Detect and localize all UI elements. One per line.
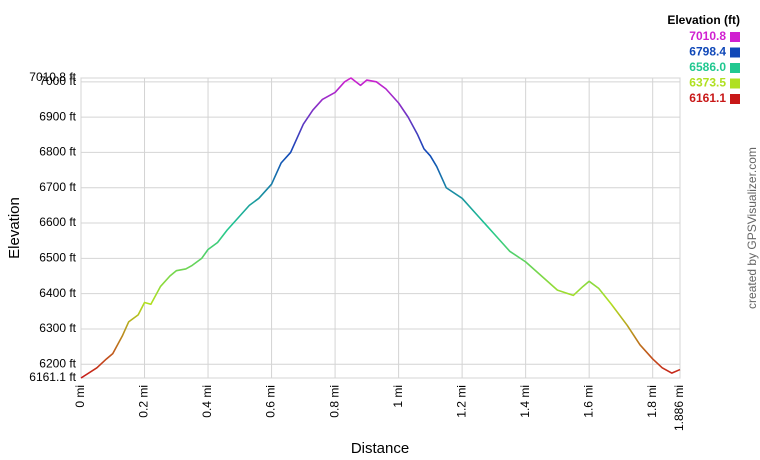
x-tick-label: 1.8 mi xyxy=(645,385,659,418)
x-tick-label: 0.2 mi xyxy=(137,385,151,418)
x-tick-label: 1.6 mi xyxy=(581,385,595,418)
y-tick-label: 6200 ft xyxy=(39,356,76,370)
legend-label: 7010.8 xyxy=(689,29,726,43)
y-tick-label: 6300 ft xyxy=(39,321,76,335)
y-tick-label: 7010.8 ft xyxy=(29,70,76,84)
y-tick-label: 6800 ft xyxy=(39,145,76,159)
elevation-line xyxy=(80,77,681,379)
y-tick-label: 6161.1 ft xyxy=(29,370,76,384)
y-tick-label: 7000 ft xyxy=(39,74,76,88)
y-tick-label: 6500 ft xyxy=(39,251,76,265)
x-tick-label: 1.4 mi xyxy=(518,385,532,418)
x-tick-label: 1.2 mi xyxy=(454,385,468,418)
x-tick-label: 0.8 mi xyxy=(327,385,341,418)
x-tick-label: 0.4 mi xyxy=(200,385,214,418)
legend-label: 6161.1 xyxy=(689,91,726,105)
legend-label: 6373.5 xyxy=(689,76,726,90)
legend-label: 6586.0 xyxy=(689,60,726,74)
x-tick-label: 0.6 mi xyxy=(264,385,278,418)
legend-swatch xyxy=(730,47,740,58)
x-tick-label: 1.886 mi xyxy=(672,385,686,431)
y-tick-label: 6400 ft xyxy=(39,286,76,300)
legend-swatch xyxy=(730,78,740,89)
y-tick-label: 6700 ft xyxy=(39,180,76,194)
x-tick-label: 0 mi xyxy=(73,385,87,408)
legend-title: Elevation (ft) xyxy=(667,13,740,27)
legend-swatch xyxy=(730,94,740,104)
legend-swatch xyxy=(730,63,740,73)
y-tick-label: 6900 ft xyxy=(39,109,76,123)
y-tick-label: 6600 ft xyxy=(39,215,76,229)
credit: created by GPSVisualizer.com xyxy=(745,147,759,309)
x-tick-label: 1 mi xyxy=(391,385,405,408)
legend-label: 6798.4 xyxy=(689,45,726,59)
x-axis-label: Distance xyxy=(351,440,409,457)
legend-swatch xyxy=(730,32,740,42)
y-axis-label: Elevation xyxy=(6,197,23,259)
plot-frame xyxy=(80,77,681,379)
